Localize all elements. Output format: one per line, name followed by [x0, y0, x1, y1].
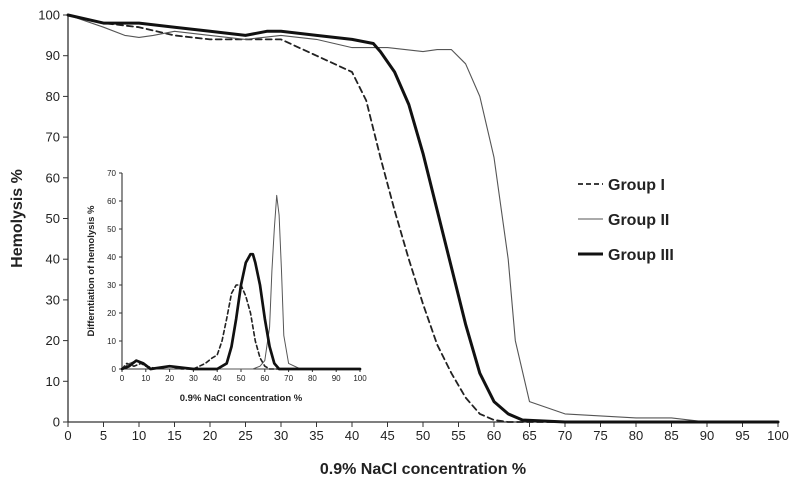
y-tick-label: 40: [46, 252, 60, 267]
x-tick-label: 55: [451, 428, 465, 443]
y-tick-label: 20: [107, 309, 116, 318]
x-tick-label: 85: [664, 428, 678, 443]
y-tick-label: 100: [38, 8, 60, 23]
x-tick-label: 90: [332, 374, 341, 383]
x-tick-label: 10: [141, 374, 150, 383]
y-tick-label: 90: [46, 48, 60, 63]
x-axis-title: 0.9% NaCl concentration %: [180, 393, 303, 404]
legend-label-group-iii: Group III: [608, 247, 674, 264]
x-tick-label: 40: [213, 374, 222, 383]
x-tick-label: 35: [309, 428, 323, 443]
y-tick-label: 30: [107, 281, 116, 290]
y-tick-label: 60: [46, 170, 60, 185]
x-tick-label: 30: [189, 374, 198, 383]
y-axis-title: Differntiation of hemolysis %: [86, 205, 97, 336]
y-tick-label: 10: [107, 337, 116, 346]
y-tick-label: 50: [46, 211, 60, 226]
y-tick-label: 20: [46, 333, 60, 348]
group-ii-line: [67, 14, 779, 423]
x-tick-label: 65: [522, 428, 536, 443]
y-tick-label: 70: [107, 169, 116, 178]
x-tick-label: 90: [700, 428, 714, 443]
x-tick-label: 80: [629, 428, 643, 443]
legend-label-group-i: Group I: [608, 177, 665, 194]
x-axis-title: 0.9% NaCl concentration %: [320, 461, 526, 478]
x-tick-label: 70: [558, 428, 572, 443]
y-axis-title: Hemolysis %: [9, 169, 26, 268]
x-tick-label: 20: [165, 374, 174, 383]
x-tick-label: 10: [132, 428, 146, 443]
x-tick-label: 50: [416, 428, 430, 443]
group-iii-line: [66, 13, 780, 424]
y-tick-label: 50: [107, 225, 116, 234]
x-tick-label: 40: [345, 428, 359, 443]
y-tick-label: 0: [112, 365, 117, 374]
x-tick-label: 20: [203, 428, 217, 443]
x-tick-label: 5: [100, 428, 107, 443]
x-tick-label: 100: [353, 374, 367, 383]
x-tick-label: 25: [238, 428, 252, 443]
y-tick-label: 0: [53, 415, 60, 430]
x-tick-label: 80: [308, 374, 317, 383]
y-tick-label: 30: [46, 292, 60, 307]
x-tick-label: 60: [260, 374, 269, 383]
y-tick-label: 40: [107, 253, 116, 262]
x-tick-label: 0: [120, 374, 125, 383]
x-tick-label: 45: [380, 428, 394, 443]
y-tick-label: 70: [46, 130, 60, 145]
y-tick-label: 60: [107, 197, 116, 206]
x-tick-label: 70: [284, 374, 293, 383]
x-tick-label: 75: [593, 428, 607, 443]
legend-label-group-ii: Group II: [608, 212, 669, 229]
main-plot: 0 5 10 15 20 25 30 35 40 45 50 55 60 65 70 75 80 85 90 95 10…: [9, 8, 789, 479]
inset-plot: 0 10 20 30 40 50 60 70 80 90 100 0 10 20 30 40 50 60 70 0.9…: [86, 169, 367, 404]
series-3-line: [120, 252, 362, 371]
x-tick-label: 15: [167, 428, 181, 443]
x-tick-label: 100: [767, 428, 789, 443]
y-tick-label: 80: [46, 89, 60, 104]
y-tick-label: 10: [46, 374, 60, 389]
group-i-line: [67, 14, 779, 423]
x-tick-label: 0: [64, 428, 71, 443]
x-tick-label: 30: [274, 428, 288, 443]
x-tick-label: 60: [487, 428, 501, 443]
x-tick-label: 50: [237, 374, 246, 383]
legend: Group I Group II Group III: [578, 177, 674, 264]
x-tick-label: 95: [735, 428, 749, 443]
